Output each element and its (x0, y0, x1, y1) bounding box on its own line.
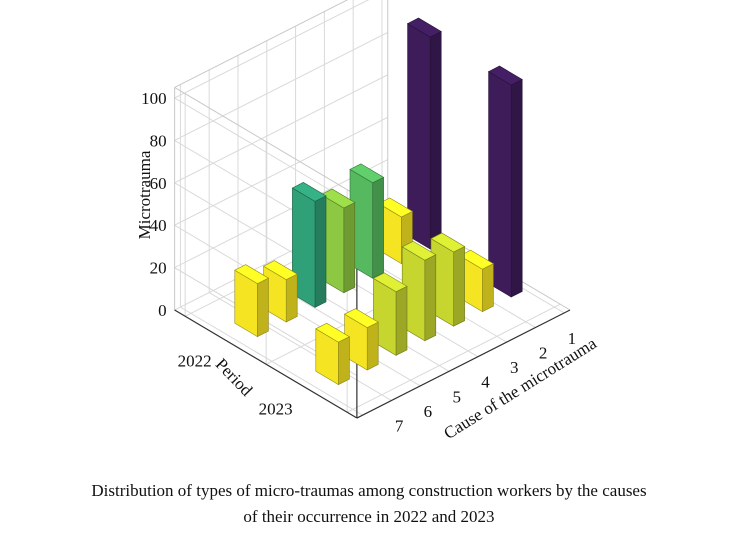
x-tick-label: 6 (424, 402, 433, 421)
z-tick-label: 100 (141, 89, 167, 108)
bar-face-right (424, 254, 437, 342)
bar (291, 182, 327, 308)
x-tick-label: 1 (568, 329, 577, 348)
z-axis-title: Microtrauma (135, 150, 154, 239)
bar-face-right (482, 263, 494, 313)
bar (234, 264, 270, 338)
bar-face-right (314, 195, 327, 308)
bar (459, 249, 495, 313)
bar-face-top (401, 240, 437, 261)
bar-face-top (291, 182, 327, 202)
bar-face-top (234, 264, 270, 284)
z-tick-label: 0 (158, 301, 167, 320)
y-axis-line (174, 309, 358, 419)
bar (406, 17, 442, 250)
bar-face-right (510, 79, 523, 298)
x-axis-title: Cause of the microtrauma (440, 333, 600, 443)
bar (320, 188, 356, 294)
bar-face-top (406, 17, 442, 38)
bar (487, 65, 523, 298)
bar-face-top (487, 65, 523, 86)
bar-face-right (338, 336, 350, 386)
bar-face-right (453, 246, 465, 327)
bar-face-right (429, 31, 442, 250)
z-tick-label: 40 (150, 216, 167, 235)
y-tick-label: 2023 (259, 399, 293, 418)
bar-face-right (285, 273, 298, 323)
figure-caption: Distribution of types of micro-traumas a… (0, 478, 738, 530)
bar (372, 272, 408, 356)
bar (430, 232, 466, 327)
z-tick-label: 60 (150, 174, 167, 193)
bar-face-top (262, 260, 298, 280)
bar (349, 163, 385, 279)
bar (262, 260, 298, 323)
y-tick-label: 2022 (178, 351, 212, 370)
x-tick-label: 5 (452, 387, 461, 406)
floor-gridline (346, 303, 561, 413)
caption-line-2: of their occurrence in 2022 and 2023 (243, 507, 495, 526)
bar-face-top (430, 232, 466, 253)
x-tick-label: 3 (510, 358, 519, 377)
bars (234, 17, 523, 386)
z-tick-label: 20 (150, 259, 167, 278)
x-tick-label: 4 (481, 373, 490, 392)
x-axis-line (356, 309, 571, 419)
x-tick-label: 2 (539, 343, 548, 362)
bar-face-top (315, 322, 351, 343)
bar (343, 308, 379, 371)
bar-face-right (257, 277, 269, 338)
x-tick-label: 7 (395, 416, 404, 435)
y-axis-title: Period (212, 355, 257, 400)
bar-face-top (349, 163, 385, 184)
bar-face-right (366, 321, 379, 371)
z-tick-label: 80 (150, 131, 167, 150)
bar-chart-3d: Microtrauma Cause of the microtrauma Per… (135, 0, 600, 443)
bar (315, 322, 351, 386)
bar-face-top (343, 308, 379, 328)
bar-face-right (372, 176, 384, 279)
frame-edge (174, 87, 358, 196)
caption-line-1: Distribution of types of micro-traumas a… (91, 481, 647, 500)
bar-face-right (343, 202, 356, 294)
frame-edge (174, 0, 349, 88)
bar-face-top (372, 272, 408, 293)
bar-face-right (395, 285, 408, 356)
bar (401, 240, 437, 342)
